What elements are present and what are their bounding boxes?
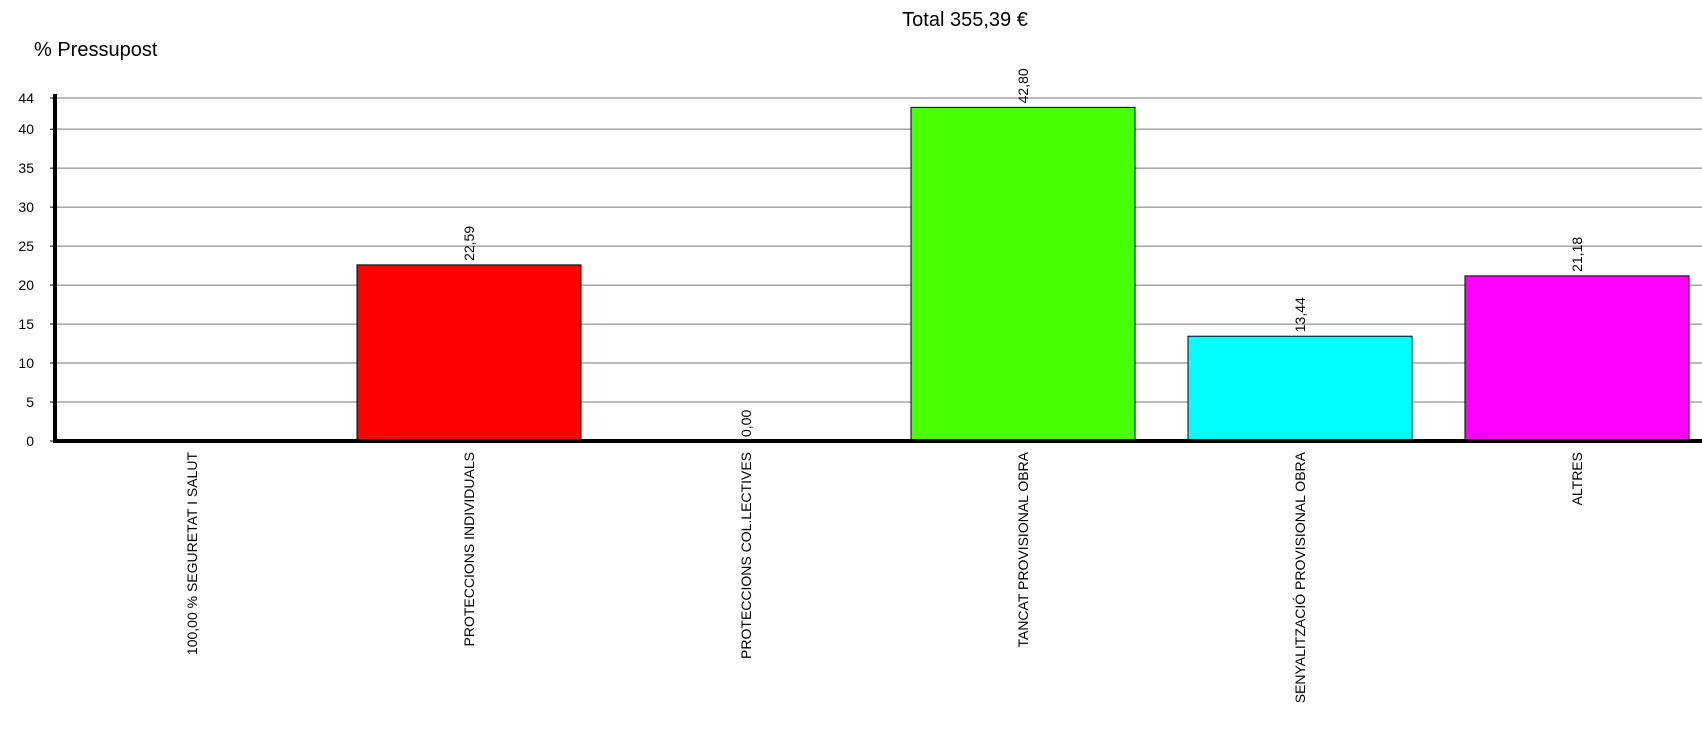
value-label: 22,59 (461, 226, 477, 261)
bars (356, 106, 1690, 442)
y-tick-label: 30 (18, 199, 34, 215)
category-label: TANCAT PROVISIONAL OBRA (1015, 451, 1031, 647)
y-tick-label: 44 (18, 90, 34, 106)
y-tick-label: 40 (18, 121, 34, 137)
category-label: PROTECCIONS INDIVIDUALS (461, 452, 477, 646)
value-label: 0,00 (738, 410, 754, 437)
category-label: ALTRES (1569, 452, 1585, 505)
value-label: 13,44 (1292, 297, 1308, 332)
value-label: 42,80 (1015, 68, 1031, 103)
y-tick-label: 0 (26, 433, 34, 449)
gridlines (55, 97, 1702, 403)
y-tick-label: 15 (18, 316, 34, 332)
bar (1464, 275, 1690, 442)
value-labels: 22,59 0,00 42,80 13,44 21,18 (461, 68, 1585, 437)
bar (356, 264, 582, 442)
category-label: SENYALITZACIÓ PROVISIONAL OBRA (1292, 451, 1308, 703)
value-label: 21,18 (1569, 237, 1585, 272)
y-tick-label: 5 (26, 394, 34, 410)
bar (1187, 335, 1413, 442)
y-tick-label: 35 (18, 160, 34, 176)
category-label: 100,00 % SEGURETAT I SALUT (184, 452, 200, 656)
y-tick-label: 25 (18, 238, 34, 254)
y-tick-labels: 0 5 10 15 20 25 30 35 40 44 (18, 90, 34, 449)
axes (50, 94, 1702, 443)
y-axis-label: % Pressupost (34, 39, 158, 61)
category-labels: 100,00 % SEGURETAT I SALUT PROTECCIONS IN… (184, 451, 1585, 703)
category-label: PROTECCIONS COL.LECTIVES (738, 452, 754, 659)
y-tick-label: 10 (18, 355, 34, 371)
bar (910, 106, 1136, 442)
chart-title: Total 355,39 € (902, 9, 1028, 31)
y-tick-label: 20 (18, 277, 34, 293)
